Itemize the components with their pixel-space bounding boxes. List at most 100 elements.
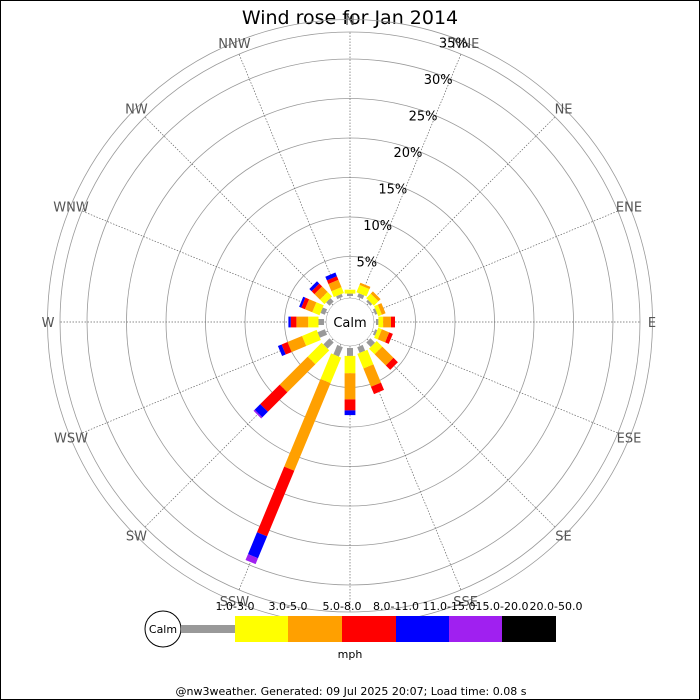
bar-sw-bin-1 [323, 338, 334, 349]
bar-sw-bin-6 [253, 409, 263, 419]
legend-swatch-7 [502, 616, 556, 642]
bar-s-bin-5 [344, 410, 356, 416]
bar-se [366, 338, 398, 370]
spoke-nne [349, 53, 462, 323]
bar-nne-bin-1 [357, 293, 365, 300]
outer-ring [59, 31, 641, 613]
bar-wnw [299, 296, 328, 316]
calm-center: Calm [325, 297, 375, 347]
bar-ese [372, 327, 393, 344]
bar-nnw-bin-5 [325, 272, 337, 281]
bar-w-bin-4 [290, 316, 297, 328]
direction-label-se: SE [555, 530, 571, 545]
direction-label-nw: NW [125, 102, 148, 117]
bar-sw-bin-5 [254, 404, 268, 418]
bar-sse-bin-3 [363, 364, 381, 387]
bar-w-bin-5 [288, 316, 291, 328]
bar-sw-bin-2 [307, 342, 330, 365]
bar-nnw-bin-2 [331, 287, 344, 298]
bar-nnw-bin-4 [326, 276, 339, 284]
ring-label-30: 30% [424, 73, 453, 88]
bar-nne-bin-2 [356, 284, 370, 297]
bar-nne [356, 282, 371, 300]
direction-labels: NNNENEENEEESESESSESSSWSWWSWWWNWNWNNW [42, 14, 657, 633]
spoke-ese [349, 321, 619, 434]
ring-30-percent [86, 58, 614, 586]
bar-nw [309, 281, 334, 306]
bar-wsw-bin-5 [277, 344, 286, 356]
bar-s-bin-1 [347, 348, 353, 356]
calm-label: Calm [333, 316, 366, 331]
bar-sse-bin-4 [370, 382, 384, 395]
legend-unit-label: mph [338, 648, 363, 661]
legend-label-7: 20.0-50.0 [530, 600, 583, 613]
bar-nw-bin-2 [319, 291, 333, 305]
bar-wnw-bin-2 [312, 302, 324, 316]
bar-se-bin-1 [366, 338, 375, 347]
bar-ssw-bin-4 [257, 466, 295, 537]
bar-ne-bin-1 [366, 299, 373, 306]
bar-wsw-bin-3 [287, 336, 307, 353]
bar-ssw-bin-2 [320, 353, 342, 384]
bar-ssw-bin-6 [245, 554, 258, 565]
direction-label-ese: ESE [617, 432, 642, 447]
bar-ene-bin-2 [374, 304, 382, 317]
bar-wsw-bin-1 [317, 329, 328, 338]
bar-sse-bin-2 [357, 349, 374, 369]
bar-ese-bin-3 [377, 329, 390, 343]
bar-s-bin-2 [344, 355, 356, 374]
direction-label-sw: SW [126, 530, 147, 545]
bar-sse [357, 344, 384, 395]
legend-label-4: 8.0-11.0 [373, 600, 419, 613]
bar-n-bin-2 [344, 289, 356, 294]
bar-e-bin-4 [391, 316, 395, 328]
bar-nnw [325, 272, 344, 300]
legend-swatch-5 [396, 616, 449, 642]
bar-sw [253, 338, 334, 419]
direction-label-wnw: WNW [53, 200, 89, 215]
bar-nw-bin-3 [314, 286, 328, 300]
direction-label-ne: NE [555, 102, 573, 117]
bar-ene-bin-3 [377, 303, 386, 315]
legend-label-6: 15.0-20.0 [476, 600, 529, 613]
bar-ene [372, 303, 386, 317]
direction-label-sse: SSE [453, 595, 478, 610]
legend-swatch-1 [181, 625, 235, 633]
bar-s-bin-3 [344, 373, 356, 400]
bar-ese-bin-1 [372, 329, 378, 336]
ring-label-20: 20% [394, 146, 423, 161]
legend-label-5: 11.0-15.0 [423, 600, 476, 613]
legend-calm-label: Calm [149, 623, 177, 636]
calm-circle [325, 297, 375, 347]
bar-sw-bin-4 [260, 384, 288, 412]
direction-label-wsw: WSW [54, 432, 88, 447]
bar-nw-bin-4 [311, 283, 323, 295]
ring-labels: 5% 10% 15% 20% 25% 30% 35% [356, 37, 467, 271]
bar-se-bin-3 [374, 346, 394, 366]
ring-label-10: 10% [363, 219, 392, 234]
bar-ne-bin-2 [366, 293, 379, 306]
bar-e-bin-3 [383, 316, 391, 328]
bar-w-bin-3 [296, 316, 309, 328]
bar-e-bin-2 [378, 316, 384, 328]
bar-sse-bin-1 [357, 344, 366, 353]
bar-wnw-bin-5 [299, 296, 306, 308]
bar-nw-bin-5 [309, 281, 320, 292]
legend-label-3: 5.0-8.0 [323, 600, 362, 613]
bar-s-bin-4 [344, 399, 356, 411]
bar-wnw-bin-4 [301, 297, 310, 310]
ring-label-5: 5% [356, 255, 377, 270]
bar-w-bin-2 [308, 316, 319, 328]
bar-wsw [277, 329, 328, 356]
direction-label-ssw: SSW [220, 595, 250, 610]
direction-label-w: W [42, 316, 55, 331]
legend-swatch-3 [288, 616, 342, 642]
chart-title: Wind rose for Jan 2014 [242, 7, 458, 29]
bar-nnw-bin-3 [328, 279, 342, 292]
bar-e-bin-1 [376, 319, 379, 325]
bar-ese-bin-4 [385, 332, 393, 344]
direction-label-e: E [648, 316, 656, 331]
bar-se-bin-2 [369, 341, 383, 355]
bar-wsw-bin-2 [302, 329, 321, 346]
